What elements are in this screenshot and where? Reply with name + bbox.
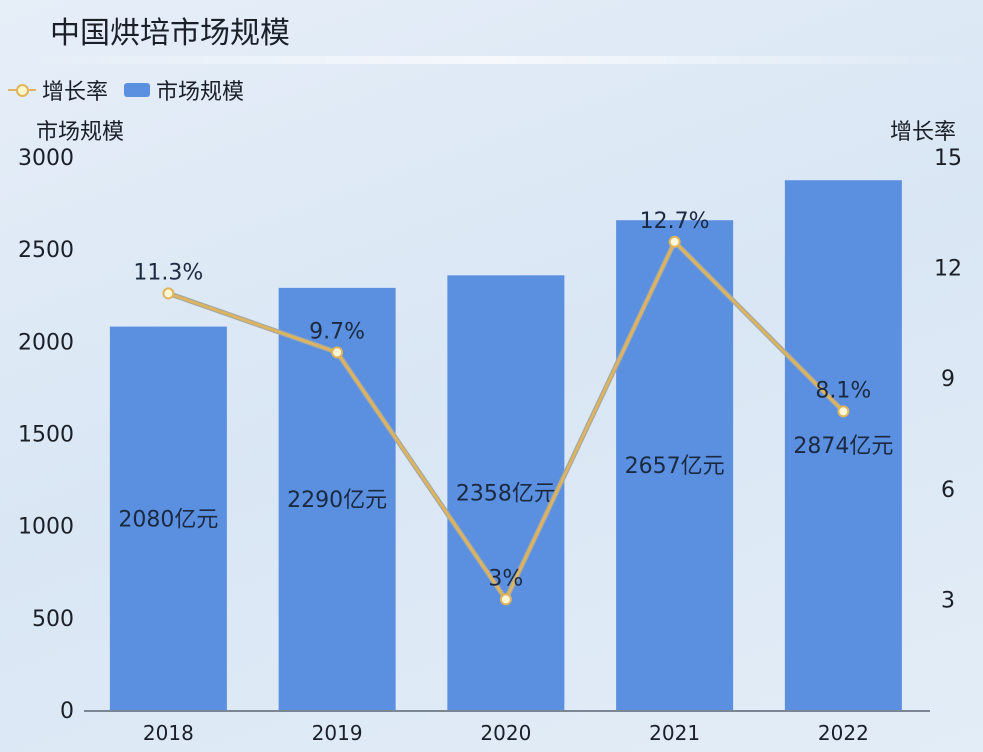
growth-data-label: 3%	[488, 566, 523, 591]
chart-title: 中国烘培市场规模	[50, 16, 290, 51]
y2-tick-label: 3	[941, 588, 955, 613]
bar	[616, 220, 734, 711]
x-tick-label: 2019	[312, 721, 363, 745]
y-tick-label: 1500	[18, 423, 74, 448]
bar-data-label: 2657亿元	[625, 454, 725, 479]
growth-point	[162, 287, 175, 300]
y-tick-label: 2000	[18, 330, 74, 355]
growth-point	[331, 346, 344, 359]
legend-line-marker-icon	[8, 83, 36, 97]
legend: 增长率 市场规模	[8, 74, 244, 106]
bar	[447, 275, 565, 710]
y-tick-label: 2500	[18, 238, 74, 263]
y2-tick-label: 6	[941, 478, 955, 503]
bar-data-label: 2358亿元	[456, 482, 556, 507]
growth-point	[499, 593, 512, 606]
x-tick-label: 2020	[480, 721, 531, 745]
bar	[784, 180, 902, 710]
y2-tick-label: 12	[934, 257, 962, 282]
growth-data-label: 9.7%	[309, 319, 365, 344]
bar-data-label: 2080亿元	[118, 507, 218, 532]
title-divider	[0, 56, 983, 64]
legend-bar-swatch-icon	[124, 83, 151, 97]
y-tick-label: 1000	[18, 515, 74, 540]
bar	[109, 326, 227, 710]
y-axis-left-title: 市场规模	[36, 120, 125, 145]
growth-data-label: 8.1%	[815, 378, 871, 403]
bar-data-label: 2290亿元	[287, 488, 387, 513]
growth-data-label: 12.7%	[640, 209, 710, 234]
growth-point	[837, 405, 850, 418]
y-axis-right-title: 增长率	[890, 120, 957, 145]
y-tick-label: 0	[60, 699, 74, 724]
legend-growth-label: 增长率	[42, 80, 109, 105]
x-tick-label: 2018	[143, 721, 194, 745]
x-tick-label: 2021	[649, 721, 700, 745]
bar-data-label: 2874亿元	[793, 434, 893, 459]
growth-data-label: 11.3%	[133, 260, 203, 285]
y2-tick-label: 9	[941, 367, 955, 392]
growth-point	[668, 235, 681, 248]
x-tick-label: 2022	[818, 721, 869, 745]
y2-tick-label: 15	[934, 146, 962, 171]
legend-size-label: 市场规模	[156, 80, 245, 105]
y-tick-label: 500	[32, 607, 74, 632]
y-tick-label: 3000	[18, 146, 74, 171]
